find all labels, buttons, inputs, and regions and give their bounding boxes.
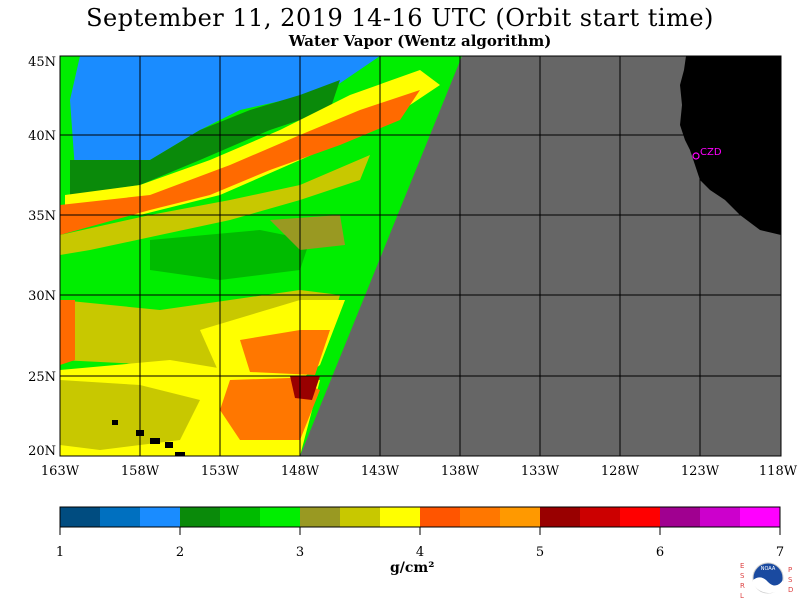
colorbar-labels: 1 2 3 4 5 6 7 bbox=[56, 545, 784, 560]
colorbar-units: g/cm² bbox=[390, 560, 435, 576]
colorbar-tick-label: 2 bbox=[176, 545, 184, 560]
lon-label: 148W bbox=[281, 464, 320, 479]
island bbox=[165, 442, 173, 448]
logo-letter: P bbox=[788, 566, 792, 574]
left-edge-orange bbox=[60, 300, 75, 365]
colorbar-cell bbox=[700, 507, 741, 527]
lon-label: 123W bbox=[681, 464, 720, 479]
noaa-esrl-logo: E S R L NOAA P S D bbox=[740, 562, 793, 600]
band-darkgreen-north bbox=[70, 80, 340, 195]
lon-label: 118W bbox=[759, 464, 798, 479]
logo-text: NOAA bbox=[761, 566, 776, 572]
latitude-labels: 45N 40N 35N 30N 25N 20N bbox=[28, 55, 56, 459]
land-north-america bbox=[680, 56, 781, 235]
longitude-labels: 163W 158W 153W 148W 143W 138W 133W 128W … bbox=[41, 464, 798, 479]
colorbar-cell bbox=[180, 507, 221, 527]
lat-label: 25N bbox=[28, 370, 56, 385]
lon-label: 153W bbox=[201, 464, 240, 479]
logo-left-letters: E S R L bbox=[740, 562, 745, 600]
map-panel: CZD bbox=[60, 56, 781, 456]
lat-label: 30N bbox=[28, 289, 56, 304]
colorbar-cell bbox=[220, 507, 261, 527]
colorbar-tick-label: 4 bbox=[416, 545, 424, 560]
bottom-darkred bbox=[290, 376, 320, 400]
lat-label: 35N bbox=[28, 209, 56, 224]
colorbar-tick-label: 6 bbox=[656, 545, 664, 560]
mid-olive-patches bbox=[270, 215, 345, 250]
mid-green-dark bbox=[150, 230, 310, 280]
colorbar-cell bbox=[380, 507, 421, 527]
logo-letter: E bbox=[740, 562, 744, 570]
lat-label: 20N bbox=[28, 444, 56, 459]
logo-letter: S bbox=[740, 572, 745, 580]
water-vapor-swath bbox=[60, 56, 462, 456]
colorbar-ticks bbox=[59, 527, 781, 535]
logo-letter: D bbox=[788, 586, 793, 594]
map-title: September 11, 2019 14-16 UTC (Orbit star… bbox=[86, 4, 714, 32]
logo-letter: R bbox=[740, 582, 745, 590]
colorbar-cell bbox=[460, 507, 501, 527]
lon-label: 158W bbox=[121, 464, 160, 479]
colorbar-cell bbox=[580, 507, 621, 527]
graticule bbox=[60, 56, 781, 456]
colorbar-cell bbox=[500, 507, 541, 527]
colorbar-cell bbox=[260, 507, 301, 527]
bottom-olive bbox=[60, 380, 200, 450]
logo-letter: L bbox=[740, 592, 744, 600]
logo-letter: S bbox=[788, 576, 793, 584]
band-olive-north bbox=[60, 155, 370, 255]
lon-label: 138W bbox=[441, 464, 480, 479]
dry-region-blue bbox=[70, 56, 380, 170]
station-marker bbox=[692, 152, 700, 160]
logo-right-letters: P S D bbox=[788, 566, 793, 594]
lon-label: 143W bbox=[361, 464, 400, 479]
colorbar-tick-label: 5 bbox=[536, 545, 544, 560]
island bbox=[150, 438, 160, 444]
band-yellow-north bbox=[65, 70, 440, 220]
station-label: CZD bbox=[700, 147, 722, 158]
island bbox=[175, 452, 185, 456]
lat-label: 40N bbox=[28, 129, 56, 144]
colorbar-cell bbox=[540, 507, 581, 527]
colorbar-cell bbox=[660, 507, 701, 527]
lon-label: 133W bbox=[521, 464, 560, 479]
map-frame bbox=[59, 55, 782, 457]
lon-label: 128W bbox=[601, 464, 640, 479]
colorbar-tick-label: 1 bbox=[56, 545, 64, 560]
band-orange-north bbox=[60, 90, 420, 235]
lon-label: 163W bbox=[41, 464, 80, 479]
island bbox=[112, 420, 118, 425]
colorbar-cell bbox=[620, 507, 661, 527]
colorbar-cell bbox=[340, 507, 381, 527]
colorbar-tick-label: 7 bbox=[776, 545, 784, 560]
colorbar-cell bbox=[300, 507, 341, 527]
colorbar-cell bbox=[140, 507, 181, 527]
south-orange bbox=[240, 330, 330, 375]
colorbar-cell bbox=[60, 507, 101, 527]
colorbar-cell bbox=[740, 507, 781, 527]
colorbar-cell bbox=[100, 507, 141, 527]
lat-label: 45N bbox=[28, 55, 56, 70]
colorbar bbox=[60, 507, 781, 527]
colorbar-tick-label: 3 bbox=[296, 545, 304, 560]
map-subtitle: Water Vapor (Wentz algorithm) bbox=[288, 32, 552, 50]
colorbar-cell bbox=[420, 507, 461, 527]
